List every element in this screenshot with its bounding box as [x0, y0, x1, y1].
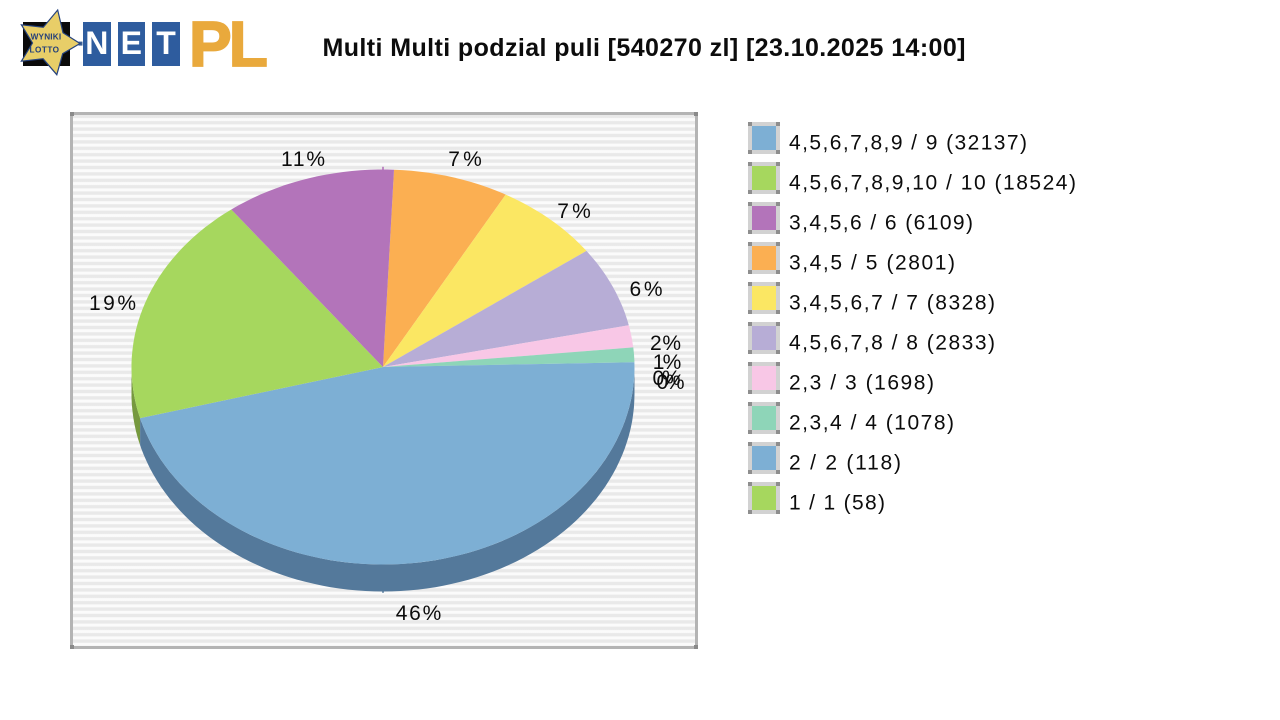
svg-text:19%: 19% — [89, 292, 136, 315]
svg-text:2 / 2 (118): 2 / 2 (118) — [789, 452, 901, 475]
svg-text:46%: 46% — [396, 602, 442, 625]
svg-text:0%: 0% — [657, 371, 685, 394]
svg-text:6%: 6% — [630, 278, 663, 301]
svg-text:11%: 11% — [281, 148, 325, 171]
svg-text:7%: 7% — [557, 200, 591, 223]
svg-text:2%: 2% — [650, 332, 681, 355]
svg-text:4,5,6,7,8 / 8 (2833): 4,5,6,7,8 / 8 (2833) — [789, 332, 995, 355]
svg-text:0%: 0% — [653, 367, 681, 390]
svg-text:3,4,5,6 / 6 (6109): 3,4,5,6 / 6 (6109) — [789, 212, 973, 235]
svg-text:3,4,5,6,7 / 7 (8328): 3,4,5,6,7 / 7 (8328) — [789, 292, 995, 315]
svg-text:2,3,4 / 4 (1078): 2,3,4 / 4 (1078) — [789, 412, 954, 435]
svg-text:7%: 7% — [448, 148, 482, 171]
svg-text:2,3 / 3 (1698): 2,3 / 3 (1698) — [789, 372, 934, 395]
svg-text:4,5,6,7,8,9,10 / 10 (18524): 4,5,6,7,8,9,10 / 10 (18524) — [789, 172, 1076, 195]
svg-text:WYNIKI: WYNIKI — [31, 32, 62, 41]
svg-text:4,5,6,7,8,9 / 9 (32137): 4,5,6,7,8,9 / 9 (32137) — [789, 132, 1027, 155]
svg-text:3,4,5 / 5 (2801): 3,4,5 / 5 (2801) — [789, 252, 955, 275]
svg-text:1 / 1 (58): 1 / 1 (58) — [789, 492, 885, 515]
svg-text:LOTTO: LOTTO — [29, 45, 59, 54]
svg-text:Multi Multi podzial puli [5402: Multi Multi podzial puli [540270 zl] [23… — [323, 34, 966, 62]
svg-text:1%: 1% — [653, 351, 682, 374]
